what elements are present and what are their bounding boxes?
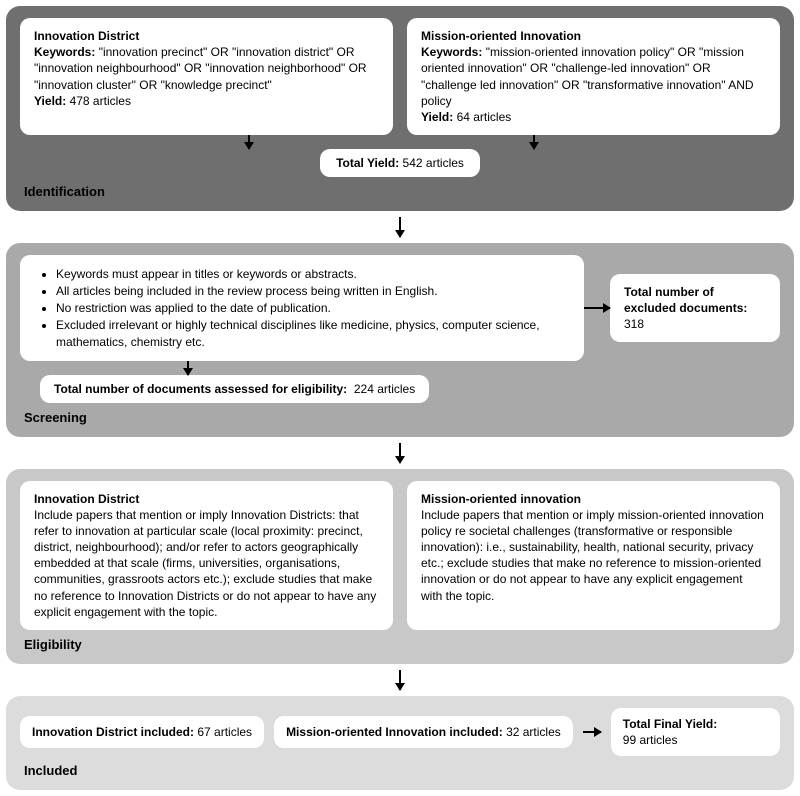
included-left-value: 67 articles (197, 725, 252, 739)
identification-right-title: Mission-oriented Innovation (421, 29, 581, 43)
eligibility-right-title: Mission-oriented innovation (421, 492, 581, 506)
identification-total-wrap: Total Yield: 542 articles (20, 149, 780, 177)
eligibility-left-title: Innovation District (34, 492, 139, 506)
included-final-value: 99 articles (623, 732, 768, 748)
identification-right-yield-value: 64 articles (457, 110, 512, 124)
included-label: Included (20, 762, 780, 780)
eligibility-left-text: Include papers that mention or imply Inn… (34, 507, 379, 620)
eligibility-row: Innovation District Include papers that … (20, 481, 780, 631)
included-left-box: Innovation District included: 67 article… (20, 716, 264, 748)
screening-top-row: Keywords must appear in titles or keywor… (20, 255, 780, 361)
arrow-down-icon (248, 135, 250, 149)
identification-left-keywords-label: Keywords: (34, 45, 95, 59)
screening-label: Screening (20, 409, 780, 427)
screening-excluded-label: Total number of excluded documents: (624, 285, 747, 315)
eligibility-label: Eligibility (20, 636, 780, 654)
screening-excluded-box: Total number of excluded documents: 318 (610, 274, 780, 343)
screening-assessed-value: 224 articles (354, 382, 415, 396)
arrow-down-icon (187, 361, 189, 375)
arrow-down-icon (399, 217, 401, 237)
included-stage: Innovation District included: 67 article… (6, 696, 794, 790)
identification-right-box: Mission-oriented Innovation Keywords: "m… (407, 18, 780, 135)
identification-total-value: 542 articles (403, 156, 464, 170)
eligibility-stage: Innovation District Include papers that … (6, 469, 794, 664)
identification-left-yield-value: 478 articles (70, 94, 131, 108)
identification-total-box: Total Yield: 542 articles (320, 149, 480, 177)
screening-excluded-value: 318 (624, 316, 766, 332)
identification-left-yield-label: Yield: (34, 94, 66, 108)
screening-criteria-item: Excluded irrelevant or highly technical … (56, 317, 570, 349)
identification-total-label: Total Yield: (336, 156, 399, 170)
screening-stage: Keywords must appear in titles or keywor… (6, 243, 794, 437)
screening-criteria-box: Keywords must appear in titles or keywor… (20, 255, 584, 361)
eligibility-right-box: Mission-oriented innovation Include pape… (407, 481, 780, 631)
screening-assessed-box: Total number of documents assessed for e… (40, 375, 429, 403)
included-middle-value: 32 articles (506, 725, 561, 739)
identification-stage: Innovation District Keywords: "innovatio… (6, 6, 794, 211)
arrow-down-icon (533, 135, 535, 149)
arrow-down-icon (399, 443, 401, 463)
included-final-label: Total Final Yield: (623, 717, 717, 731)
arrow-right-icon (583, 731, 601, 733)
screening-criteria-item: No restriction was applied to the date o… (56, 300, 570, 316)
screening-criteria-item: Keywords must appear in titles or keywor… (56, 266, 570, 282)
included-row: Innovation District included: 67 article… (20, 708, 780, 756)
included-final-box: Total Final Yield: 99 articles (611, 708, 780, 756)
identification-left-box: Innovation District Keywords: "innovatio… (20, 18, 393, 135)
included-middle-box: Mission-oriented Innovation included: 32… (274, 716, 573, 748)
included-middle-label: Mission-oriented Innovation included: (286, 725, 503, 739)
arrow-right-icon (584, 307, 610, 309)
identification-top-row: Innovation District Keywords: "innovatio… (20, 18, 780, 135)
eligibility-left-box: Innovation District Include papers that … (20, 481, 393, 631)
arrow-down-icon (399, 670, 401, 690)
screening-criteria-list: Keywords must appear in titles or keywor… (34, 266, 570, 350)
identification-label: Identification (20, 183, 780, 201)
screening-assessed-label: Total number of documents assessed for e… (54, 382, 347, 396)
screening-criteria-item: All articles being included in the revie… (56, 283, 570, 299)
identification-right-keywords-label: Keywords: (421, 45, 482, 59)
identification-left-title: Innovation District (34, 29, 139, 43)
identification-right-yield-label: Yield: (421, 110, 453, 124)
identification-arrows-row (20, 135, 780, 149)
included-left-label: Innovation District included: (32, 725, 194, 739)
eligibility-right-text: Include papers that mention or imply mis… (421, 507, 766, 604)
